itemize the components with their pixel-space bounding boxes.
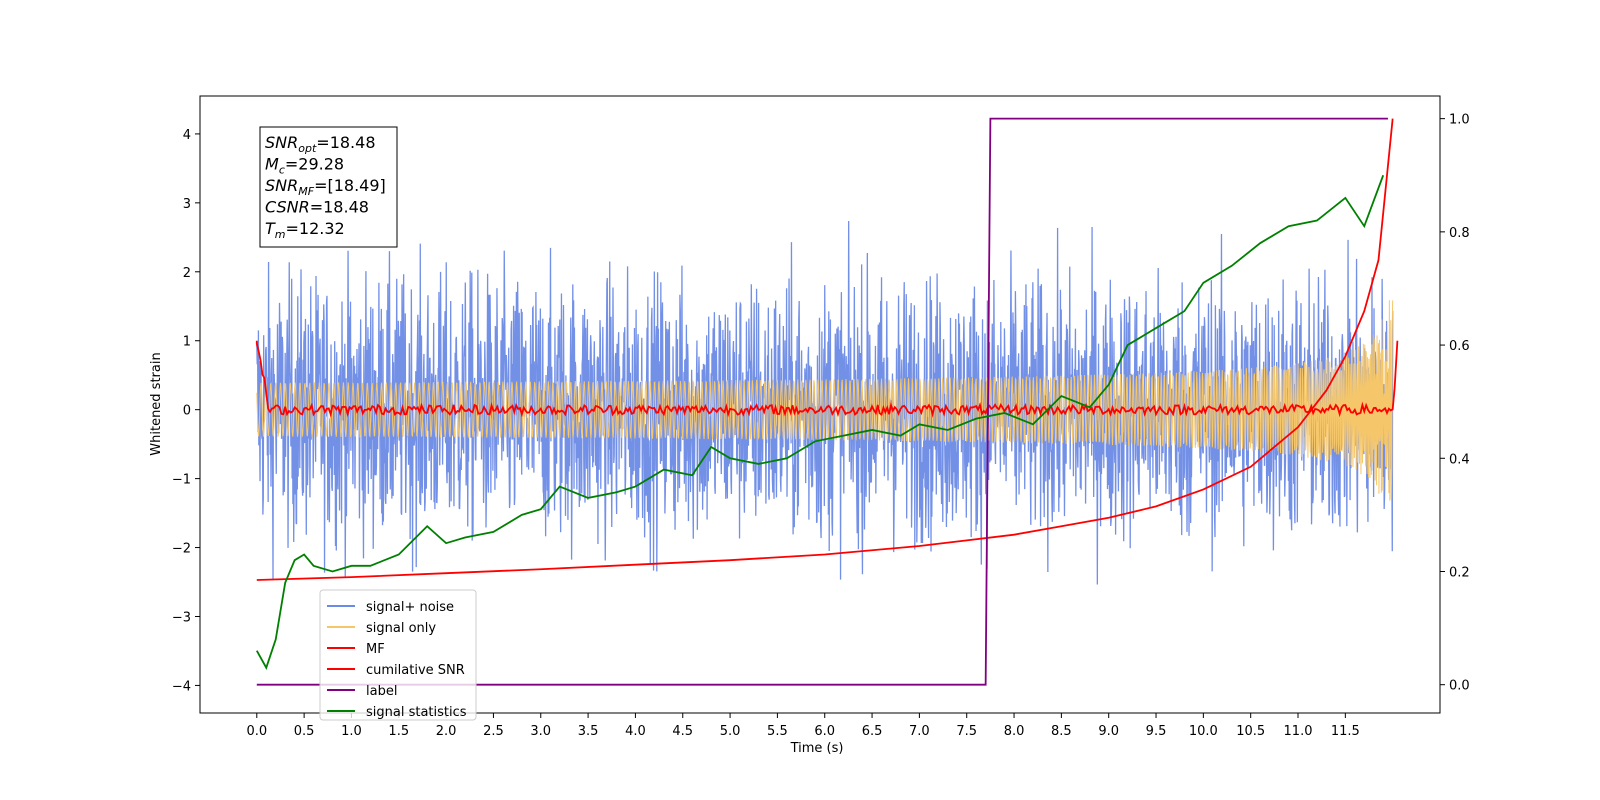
x-tick-label: 5.0 <box>720 724 741 739</box>
y-tick-label: −3 <box>172 610 191 625</box>
annotation-line: Tm=12.32 <box>265 219 345 241</box>
x-tick-label: 1.0 <box>341 724 362 739</box>
annotation-line: SNRMF=[18.49] <box>265 176 386 198</box>
legend-label: signal statistics <box>366 705 467 720</box>
x-tick-label: 0.5 <box>294 724 315 739</box>
x-tick-label: 9.5 <box>1146 724 1167 739</box>
y-axis-right: 1.0 0.8 0.6 0.4 0.2 0.0 <box>1440 113 1470 694</box>
y-right-tick-label: 0.0 <box>1449 679 1470 694</box>
series-signal-statistics <box>256 174 1385 670</box>
y-tick-label: 0 <box>183 404 191 419</box>
x-axis-label: Time (s) <box>790 741 844 756</box>
y-axis-label: Whitened strain <box>149 352 164 455</box>
y-tick-label: 3 <box>183 197 191 212</box>
x-tick-label: 4.5 <box>672 724 693 739</box>
x-tick-label: 6.5 <box>862 724 883 739</box>
x-tick-label: 1.5 <box>388 724 409 739</box>
x-tick-label: 11.5 <box>1331 724 1360 739</box>
plot-frame <box>199 95 1441 714</box>
y-right-tick-label: 0.2 <box>1449 565 1470 580</box>
y-axis-left: 4 3 2 1 0 −1 −2 −3 −4 <box>172 128 200 694</box>
y-tick-label: −4 <box>172 679 191 694</box>
x-tick-label: 8.0 <box>1004 724 1025 739</box>
y-tick-label: 4 <box>183 128 191 143</box>
x-tick-label: 8.5 <box>1051 724 1072 739</box>
x-tick-label: 4.0 <box>625 724 646 739</box>
x-tick-label: 7.5 <box>956 724 977 739</box>
y-right-tick-label: 0.6 <box>1449 339 1470 354</box>
series-label <box>256 117 1388 686</box>
legend-label: MF <box>366 642 385 657</box>
legend-label: signal only <box>366 621 436 636</box>
x-axis: 0.0 0.5 1.0 1.5 2.0 2.5 3.0 3.5 4.0 4.5 5.0 5.5 6.0 6… <box>246 713 1360 739</box>
y-tick-label: 1 <box>183 335 191 350</box>
series-layer <box>255 117 1399 686</box>
y-tick-label: 2 <box>183 266 191 281</box>
x-tick-label: 3.5 <box>578 724 599 739</box>
x-tick-label: 10.5 <box>1236 724 1265 739</box>
y-tick-label: −2 <box>172 542 191 557</box>
x-tick-label: 2.0 <box>436 724 457 739</box>
series-signal-only <box>256 300 1394 501</box>
y-right-tick-label: 0.8 <box>1449 226 1470 241</box>
legend-label: label <box>366 684 397 699</box>
y-right-tick-label: 1.0 <box>1449 113 1470 128</box>
annotation-line: Mc=29.28 <box>265 155 344 177</box>
x-tick-label: 6.0 <box>814 724 835 739</box>
x-tick-label: 9.0 <box>1098 724 1119 739</box>
series-mf <box>255 340 1399 418</box>
series-cumilative-snr <box>256 118 1394 581</box>
annotation-line: CSNR=18.48 <box>265 198 369 217</box>
legend-label: signal+ noise <box>366 600 454 615</box>
x-tick-label: 11.0 <box>1284 724 1313 739</box>
legend: signal+ noise signal only MF cumilative SNR… <box>319 589 477 721</box>
y-tick-label: −1 <box>172 473 191 488</box>
annotation-box: SNRopt=18.48Mc=29.28SNRMF=[18.49]CSNR=18… <box>259 126 398 248</box>
x-tick-label: 10.0 <box>1189 724 1218 739</box>
x-tick-label: 7.0 <box>909 724 930 739</box>
x-tick-label: 3.0 <box>530 724 551 739</box>
x-tick-label: 0.0 <box>246 724 267 739</box>
legend-label: cumilative SNR <box>366 663 465 678</box>
x-tick-label: 5.5 <box>767 724 788 739</box>
x-tick-label: 2.5 <box>483 724 504 739</box>
annotation-line: SNRopt=18.48 <box>265 133 376 155</box>
y-right-tick-label: 0.4 <box>1449 452 1470 467</box>
